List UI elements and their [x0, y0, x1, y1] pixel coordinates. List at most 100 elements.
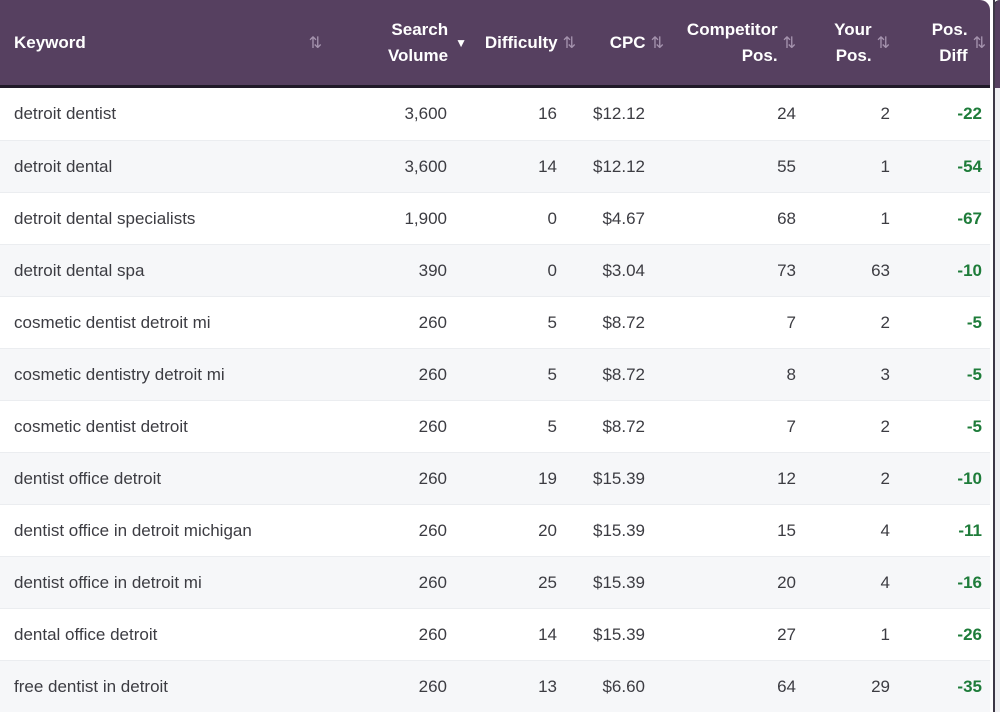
- table-body: detroit dentist 3,600 16 $12.12 24 2 -22…: [0, 88, 990, 712]
- your-pos-cell: 1: [880, 208, 890, 228]
- pos-diff-cell: -67: [957, 208, 982, 228]
- sort-both-icon[interactable]: ⇅: [972, 33, 986, 52]
- search-volume-cell: 260: [418, 520, 447, 540]
- pos-diff-cell: -22: [957, 104, 982, 123]
- competitor-pos-cell: 64: [777, 676, 796, 696]
- search-volume-cell: 3,600: [404, 156, 447, 176]
- column-header-cpc-label: CPC: [609, 32, 646, 52]
- keyword-cell: detroit dentist: [14, 104, 117, 123]
- column-header-competitor-pos[interactable]: Competitor Pos. ⇅: [645, 0, 796, 85]
- competitor-pos-cell: 20: [777, 572, 796, 592]
- sort-both-icon[interactable]: ⇅: [650, 33, 664, 52]
- competitor-pos-cell: 27: [777, 624, 796, 644]
- keyword-cell: cosmetic dentist detroit: [14, 416, 188, 436]
- keyword-cell: dentist office detroit: [14, 468, 162, 488]
- your-pos-cell: 63: [871, 260, 890, 280]
- cpc-cell: $8.72: [602, 312, 645, 332]
- table-row: detroit dental 3,600 14 $12.12 55 1 -54: [0, 140, 990, 192]
- cpc-cell: $12.12: [593, 156, 645, 176]
- column-header-keyword[interactable]: Keyword ⇅: [0, 0, 330, 85]
- difficulty-cell: 5: [547, 364, 557, 384]
- table-row: free dentist in detroit 260 13 $6.60 64 …: [0, 660, 990, 712]
- competitor-pos-cell: 8: [786, 364, 796, 384]
- column-header-search-volume[interactable]: Search Volume ▼: [330, 0, 467, 85]
- table-row: dentist office in detroit michigan 260 2…: [0, 504, 990, 556]
- pos-diff-cell: -10: [957, 260, 982, 280]
- your-pos-cell: 1: [880, 156, 890, 176]
- your-pos-cell: 2: [880, 104, 890, 123]
- search-volume-cell: 3,600: [404, 104, 447, 123]
- keyword-cell: detroit dental: [14, 156, 113, 176]
- your-pos-cell: 3: [880, 364, 890, 384]
- search-volume-cell: 390: [418, 260, 447, 280]
- competitor-pos-cell: 55: [777, 156, 796, 176]
- competitor-pos-cell: 12: [777, 468, 796, 488]
- competitor-pos-cell: 73: [777, 260, 796, 280]
- difficulty-cell: 14: [538, 156, 557, 176]
- pos-diff-cell: -26: [957, 624, 982, 644]
- pos-diff-cell: -5: [966, 312, 982, 332]
- difficulty-cell: 14: [538, 624, 557, 644]
- table-row: cosmetic dentist detroit 260 5 $8.72 7 2…: [0, 400, 990, 452]
- cpc-cell: $3.04: [602, 260, 645, 280]
- table-row: detroit dental specialists 1,900 0 $4.67…: [0, 192, 990, 244]
- search-volume-cell: 260: [418, 676, 447, 696]
- table-row: cosmetic dentistry detroit mi 260 5 $8.7…: [0, 348, 990, 400]
- your-pos-cell: 1: [880, 624, 890, 644]
- search-volume-cell: 260: [418, 364, 447, 384]
- keyword-cell: cosmetic dentistry detroit mi: [14, 364, 225, 384]
- cpc-cell: $4.67: [602, 208, 645, 228]
- column-header-your-pos[interactable]: Your Pos. ⇅: [796, 0, 890, 85]
- keyword-cell: cosmetic dentist detroit mi: [14, 312, 211, 332]
- search-volume-cell: 260: [418, 572, 447, 592]
- adjacent-panel-edge: [993, 0, 1000, 712]
- adjacent-panel-body-edge: [995, 88, 1000, 712]
- difficulty-cell: 20: [538, 520, 557, 540]
- difficulty-cell: 13: [538, 676, 557, 696]
- keyword-cell: free dentist in detroit: [14, 676, 169, 696]
- your-pos-cell: 4: [880, 520, 890, 540]
- keyword-cell: dentist office in detroit michigan: [14, 520, 252, 540]
- column-header-keyword-label: Keyword: [14, 32, 86, 52]
- adjacent-panel-header-edge: [993, 0, 1000, 88]
- cpc-cell: $12.12: [593, 104, 645, 123]
- pos-diff-cell: -35: [957, 676, 982, 696]
- column-header-pos-diff-label: Pos. Diff: [931, 19, 968, 65]
- column-header-pos-diff[interactable]: Pos. Diff ⇅: [890, 0, 990, 85]
- cpc-cell: $8.72: [602, 364, 645, 384]
- table-row: cosmetic dentist detroit mi 260 5 $8.72 …: [0, 296, 990, 348]
- cpc-cell: $6.60: [602, 676, 645, 696]
- sort-both-icon[interactable]: ⇅: [562, 33, 576, 52]
- your-pos-cell: 2: [880, 416, 890, 436]
- table-row: dentist office detroit 260 19 $15.39 12 …: [0, 452, 990, 504]
- cpc-cell: $15.39: [593, 520, 645, 540]
- your-pos-cell: 2: [880, 468, 890, 488]
- cpc-cell: $15.39: [593, 624, 645, 644]
- sort-descending-icon[interactable]: ▼: [455, 35, 467, 50]
- your-pos-cell: 2: [880, 312, 890, 332]
- cpc-cell: $8.72: [602, 416, 645, 436]
- column-header-difficulty-label: Difficulty: [484, 32, 558, 52]
- sort-both-icon[interactable]: ⇅: [876, 33, 890, 52]
- table-header-row: Keyword ⇅ Search Volume ▼ Difficulty ⇅ CP…: [0, 0, 990, 88]
- column-header-cpc[interactable]: CPC ⇅: [557, 0, 664, 85]
- pos-diff-cell: -11: [958, 520, 982, 540]
- competitor-pos-cell: 24: [777, 104, 796, 123]
- column-header-difficulty[interactable]: Difficulty ⇅: [447, 0, 576, 85]
- sort-both-icon[interactable]: ⇅: [308, 33, 322, 52]
- cpc-cell: $15.39: [593, 468, 645, 488]
- your-pos-cell: 29: [871, 676, 890, 696]
- pos-diff-cell: -16: [957, 572, 982, 592]
- keyword-cell: detroit dental spa: [14, 260, 145, 280]
- difficulty-cell: 0: [547, 208, 557, 228]
- difficulty-cell: 0: [547, 260, 557, 280]
- difficulty-cell: 5: [547, 416, 557, 436]
- difficulty-cell: 25: [538, 572, 557, 592]
- pos-diff-cell: -10: [957, 468, 982, 488]
- keyword-cell: detroit dental specialists: [14, 208, 196, 228]
- table-row: dentist office in detroit mi 260 25 $15.…: [0, 556, 990, 608]
- pos-diff-cell: -5: [966, 364, 982, 384]
- search-volume-cell: 260: [418, 468, 447, 488]
- sort-both-icon[interactable]: ⇅: [782, 33, 796, 52]
- table-row: dental office detroit 260 14 $15.39 27 1…: [0, 608, 990, 660]
